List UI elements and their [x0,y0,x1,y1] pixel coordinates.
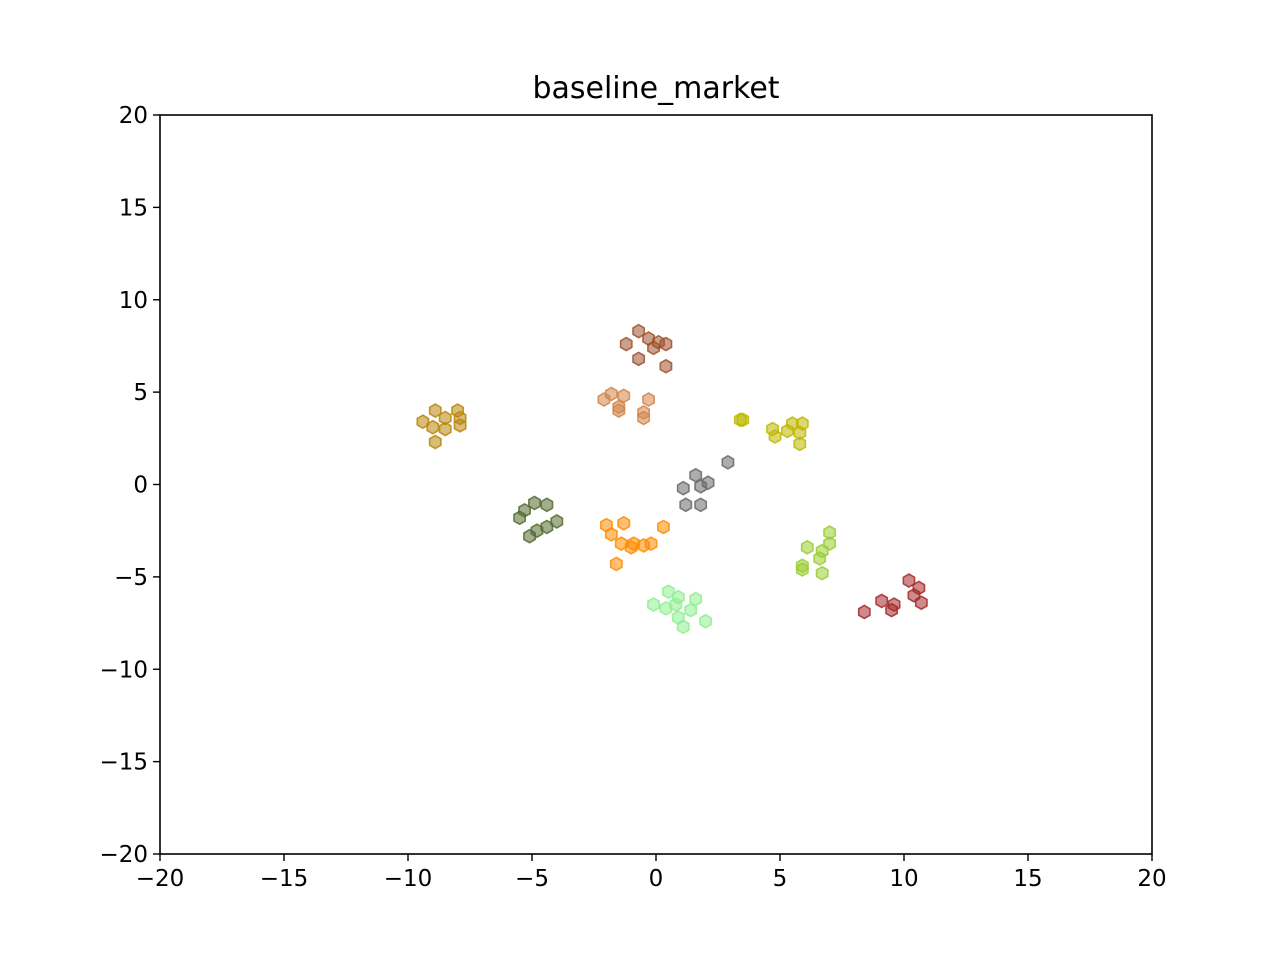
data-point [609,556,623,572]
y-tick-label: 15 [119,195,148,221]
data-point [699,613,713,629]
y-tick-label: −10 [99,657,148,683]
data-point [793,436,807,452]
data-point [885,602,899,618]
data-point [661,584,675,600]
data-point [528,495,541,511]
data-point [679,497,693,513]
data-point [815,565,829,581]
y-tick-label: −20 [99,842,148,868]
data-point [689,467,703,483]
x-tick-label: 0 [649,866,664,892]
data-point [617,515,631,531]
data-point [676,480,690,496]
data-point [624,539,638,555]
data-point [781,423,794,439]
data-point [736,412,750,428]
x-tick-label: −15 [260,866,309,892]
data-point [684,602,698,618]
data-point [428,434,442,450]
data-point [617,388,631,404]
x-tick-label: 15 [1013,866,1042,892]
x-tick-label: −20 [136,866,185,892]
data-point [857,604,871,620]
y-tick-label: −5 [114,565,148,591]
data-point [416,414,430,430]
x-axis: −20 −15 −10 −5 0 5 10 15 20 [136,854,1167,892]
data-point [689,591,703,607]
data-point [669,597,683,613]
data-point [659,358,673,374]
data-point [453,417,467,433]
data-point [813,550,827,566]
chart-title: baseline_market [532,71,779,106]
data-point [426,419,440,435]
data-point [644,536,658,552]
data-point [550,514,564,529]
data-point [647,340,660,356]
plot-frame [159,114,1153,855]
data-point [637,410,651,426]
data-point [657,519,670,535]
data-point [694,478,708,494]
data-point [428,403,442,419]
data-point [632,323,646,339]
data-point [721,454,735,470]
data-point [614,536,628,552]
data-points [416,323,928,635]
data-point [438,421,452,437]
data-point [914,595,928,611]
data-point [604,526,618,542]
data-point [540,497,554,513]
data-point [768,429,782,444]
data-point [694,497,708,513]
y-tick-label: −15 [99,750,148,776]
data-point [647,597,660,613]
data-point [523,528,536,544]
y-tick-label: 10 [119,288,148,314]
x-tick-label: 10 [889,866,918,892]
data-point [902,573,916,588]
y-tick-label: 5 [133,380,148,406]
x-tick-label: −5 [515,866,549,892]
x-tick-label: −10 [384,866,433,892]
x-tick-label: 20 [1137,866,1166,892]
y-axis: −20 −15 −10 −5 0 5 10 15 20 [99,103,160,868]
data-point [513,510,527,526]
data-point [875,593,889,609]
data-point [795,562,809,577]
data-point [619,336,633,352]
data-point [597,392,611,407]
data-point [642,392,655,407]
data-point [612,403,626,419]
data-point [676,619,690,635]
data-point [800,539,814,555]
data-point [540,519,554,535]
data-point [659,336,673,352]
y-tick-label: 0 [133,473,148,499]
data-point [659,600,673,616]
y-tick-label: 20 [119,103,148,129]
x-tick-label: 5 [773,866,788,892]
data-point [632,351,646,367]
